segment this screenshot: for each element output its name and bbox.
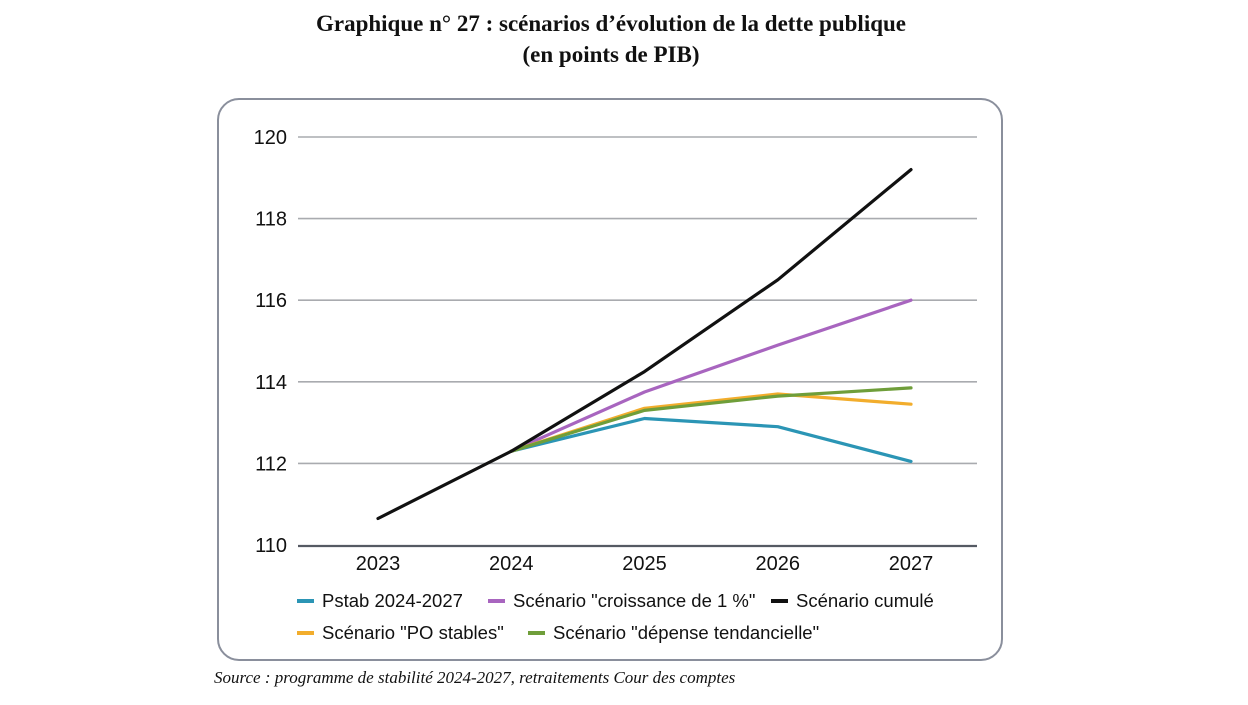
x-tick-label: 2023 [356,553,401,575]
legend-label: Scénario "croissance de 1 %" [513,590,755,611]
x-tick-label: 2026 [756,553,801,575]
series-line-4 [509,386,913,453]
legend-label: Scénario "PO stables" [322,622,504,643]
x-tick-label: 2024 [489,553,534,575]
source-note: Source : programme de stabilité 2024-202… [214,668,736,687]
x-tick-labels: 2023 2024 2025 2026 2027 [356,553,934,575]
chart-title: Graphique n° 27 : scénarios d’évolution … [0,8,1222,70]
series-line-2 [376,168,913,521]
y-tick-label: 112 [255,453,287,475]
grid-lines [298,136,977,465]
legend-item: Scénario "PO stables" [297,622,504,643]
chart-frame [217,98,1003,661]
chart-title-line-1: Graphique n° 27 : scénarios d’évolution … [315,11,906,36]
legend: Pstab 2024-2027 Scénario "croissance de 1… [297,590,934,643]
series-line-0 [509,416,913,463]
y-tick-label: 116 [255,290,287,312]
legend-item: Scénario "croissance de 1 %" [488,590,755,611]
x-tick-label: 2025 [622,553,667,575]
series-line-1 [509,298,913,453]
y-tick-label: 114 [255,372,287,394]
legend-item: Scénario cumulé [771,590,934,611]
chart-title-line-2: (en points de PIB) [522,42,700,67]
y-tick-labels: 110 112 114 116 118 120 [254,127,287,557]
legend-label: Scénario "dépense tendancielle" [553,622,819,643]
series-lines [376,168,913,521]
legend-item: Scénario "dépense tendancielle" [528,622,819,643]
y-tick-label: 120 [254,127,287,149]
legend-item: Pstab 2024-2027 [297,590,463,611]
x-tick-label: 2027 [889,553,934,575]
y-tick-label: 110 [255,535,287,557]
legend-label: Pstab 2024-2027 [322,590,463,611]
legend-label: Scénario cumulé [796,590,934,611]
y-tick-label: 118 [255,209,287,231]
